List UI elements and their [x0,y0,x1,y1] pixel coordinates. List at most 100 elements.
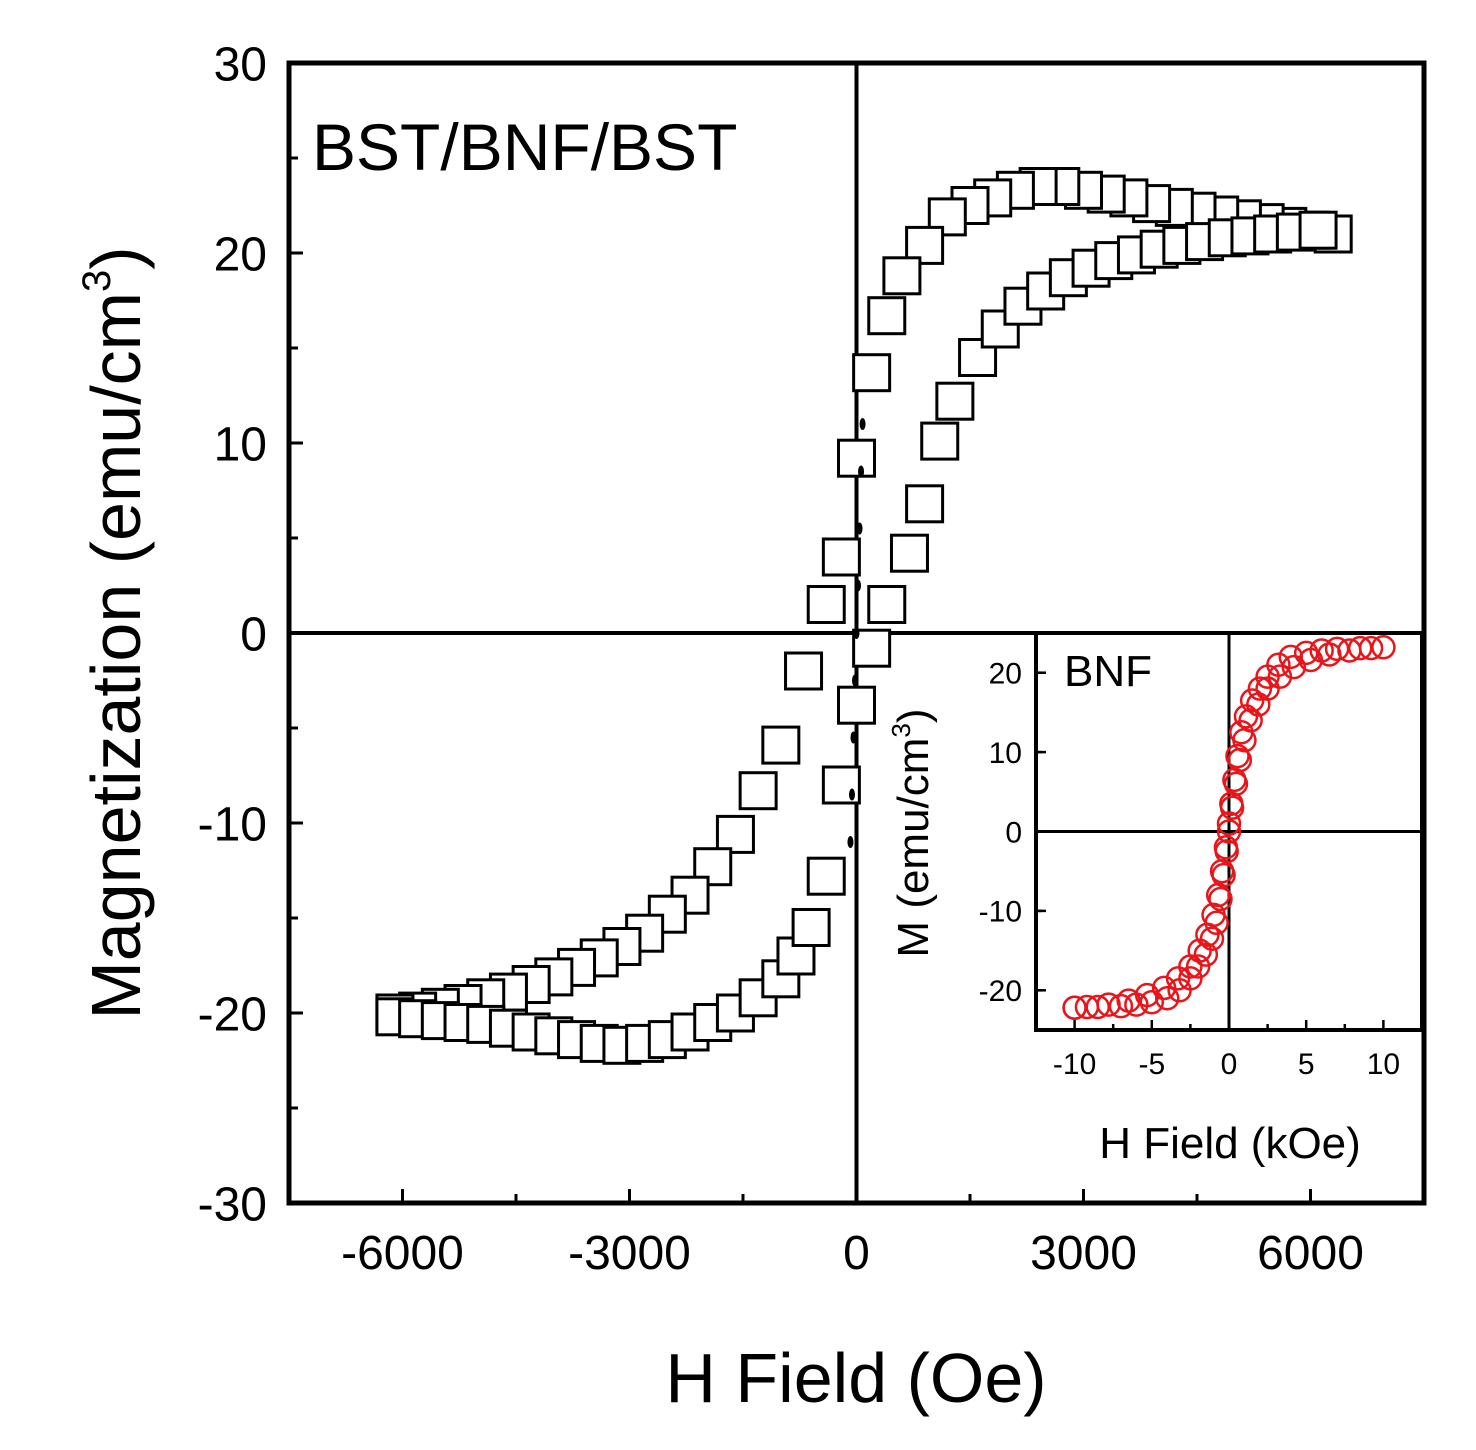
main-y-tick-label: -30 [198,1178,267,1231]
inset-tick-labels: -10 -5 0 5 10 20 10 0 -10 -20 [979,658,1400,1082]
main-data-point [852,353,892,393]
main-data-point [859,418,866,430]
inset-chart-title: BNF [1064,647,1152,696]
inset-data-point [1225,743,1250,769]
inset-data-point [1074,994,1100,1020]
inset-data-point [1247,676,1273,701]
inset-data-point [1154,985,1180,1011]
inset-y-axis-title-close: ) [889,708,938,723]
inset-x-tick-label: -10 [1053,1048,1096,1081]
inset-y-tick-label: 20 [989,658,1022,691]
inset-data-point [1211,862,1236,888]
main-data-point [806,856,846,896]
inset-data-point [1216,811,1242,836]
main-series-substrate-trace [847,418,866,848]
inset-x-tick-label: 10 [1367,1048,1400,1081]
main-data-point [761,725,801,765]
main-data-point [920,421,960,461]
inset-data-point [1223,771,1249,797]
main-data-point [791,908,831,947]
main-data-point [851,674,858,687]
inset-y-tick-label: -20 [979,975,1022,1008]
inset-data-point [1238,708,1263,733]
main-data-point [853,627,860,639]
main-data-point [882,256,922,296]
main-data-point [848,788,855,801]
main-data-point [837,438,876,478]
inset-data-point [1185,954,1211,979]
main-x-tick-label: -6000 [341,1227,464,1280]
inset-data-point [1193,942,1219,967]
main-y-tick-label: 30 [214,38,267,91]
main-x-tick-label: -3000 [568,1227,691,1280]
main-series-ascending [375,210,1338,1065]
inset-zero-axes [1036,633,1422,1030]
inset-data-point [1151,975,1177,1001]
inset-data-point [1278,644,1304,670]
inset-y-tick-label: 10 [989,737,1022,770]
inset-y-tick-label: -10 [979,896,1022,929]
main-ticks [287,61,1426,1205]
inset-data-point [1124,992,1149,1017]
main-x-tick-label: 6000 [1257,1227,1364,1280]
main-x-tick-label: 3000 [1030,1227,1137,1280]
inset-data-point [1324,636,1350,662]
inset-data-point [1204,910,1229,936]
main-data-point [867,585,907,624]
main-data-point [1298,210,1338,250]
inset-data-point [1255,664,1280,689]
main-y-tick-label: 20 [214,228,267,281]
main-data-point [905,484,945,524]
inset-data-point [1293,640,1319,666]
main-data-point [806,585,846,624]
main-y-axis-title-close: ) [77,246,155,269]
inset-data-point [1216,819,1242,844]
main-y-axis-title-text: Magnetization (emu/cm [77,292,155,1020]
inset-series [1062,635,1396,1021]
inset-data-point [1281,654,1307,680]
main-chart-title: BST/BNF/BST [312,110,737,184]
inset-data-point [1219,795,1245,820]
inset-y-tick-label: 0 [1005,816,1022,849]
inset-y-axis-title-sup: 3 [886,723,916,737]
main-data-point [855,579,862,592]
main-data-point [847,836,854,848]
main-data-point [557,947,597,987]
inset-x-tick-label: 5 [1298,1048,1315,1081]
inset-data-point [1214,839,1239,864]
inset-series-ascending [1062,635,1384,1021]
inset-data-point [1178,966,1203,991]
main-data-point [715,814,755,854]
inset-x-tick-label: -5 [1138,1048,1165,1081]
inset-y-axis-title-text: M (emu/cm [889,738,938,958]
main-data-point [935,381,975,421]
inset-data-point [1358,635,1384,661]
inset-chart: -10 -5 0 5 10 20 10 0 -10 -20 BNF H Field (kOe) M… [886,631,1424,1168]
inset-data-point [1298,647,1324,673]
inset-ticks [1034,671,1424,1030]
main-y-axis-title: Magnetization (emu/cm3) [75,246,155,1019]
main-data-point [889,533,929,573]
inset-data-point [1199,926,1225,951]
main-y-tick-label: -20 [198,988,267,1041]
main-series [375,167,1353,1065]
main-data-point [852,628,892,668]
inset-data-point [1239,688,1265,713]
inset-data-point [1139,989,1165,1015]
main-data-point [821,537,861,577]
main-data-point [858,465,865,478]
main-y-tick-label: 0 [240,608,267,661]
inset-x-tick-label: 0 [1221,1048,1238,1081]
main-data-point [784,651,824,691]
main-x-tick-label: 0 [843,1227,870,1280]
main-y-tick-label: -10 [198,798,267,851]
inset-y-axis-title: M (emu/cm3) [886,708,938,957]
main-data-point [867,296,907,336]
main-y-axis-title-sup: 3 [75,270,119,292]
main-data-point [850,731,857,744]
main-series-descending [375,167,1353,1033]
main-x-axis-title: H Field (Oe) [665,1339,1046,1417]
inset-x-axis-title: H Field (kOe) [1099,1119,1361,1168]
